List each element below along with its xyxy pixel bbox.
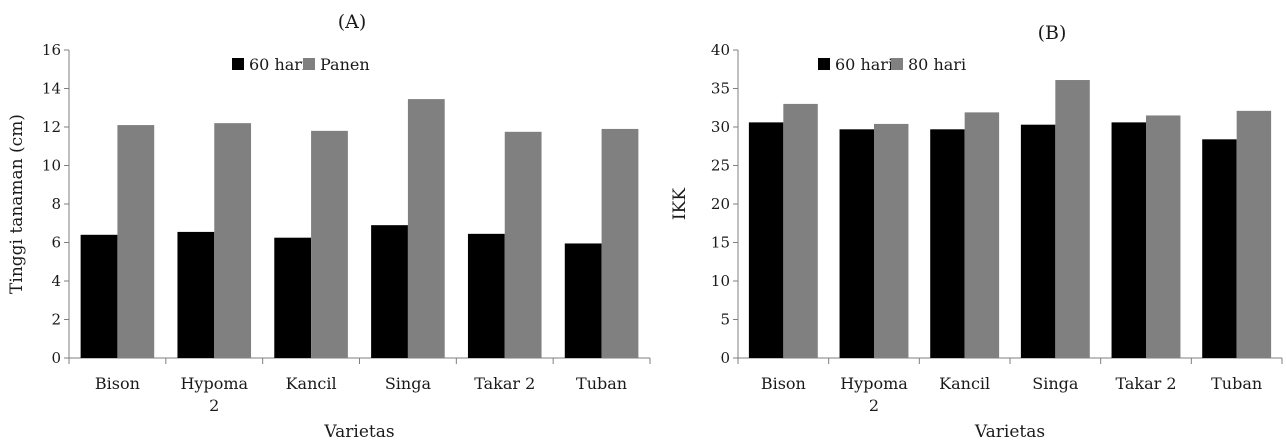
legend-swatch	[232, 58, 244, 70]
y-tick-label: 4	[51, 272, 61, 290]
y-tick-label: 10	[711, 272, 730, 290]
y-tick-label: 25	[711, 157, 730, 175]
x-tick-label: Tuban	[1211, 374, 1262, 393]
chart-1: (B) 0 5 10 15 20 25 30 35 40 Bison Hypoma 2 Kancil Sin…	[670, 22, 1283, 442]
legend-label: 60 hari	[249, 55, 307, 74]
y-tick-label: 0	[51, 349, 61, 367]
x-tick-label: Kancil	[939, 374, 990, 393]
x-tick-label: Takar 2	[474, 374, 535, 393]
y-tick-label: 2	[51, 311, 61, 329]
bar-series1	[80, 234, 118, 358]
y-tick-label: 20	[711, 195, 730, 213]
y-tick-label: 0	[720, 349, 730, 367]
legend-swatch	[303, 58, 315, 70]
y-tick-label: 30	[711, 118, 730, 136]
y-tick-label: 8	[51, 195, 61, 213]
y-tick-label: 15	[711, 234, 730, 252]
y-tick-label: 12	[42, 118, 61, 136]
bar-series2	[1236, 110, 1272, 358]
bar-series1	[467, 233, 505, 358]
bar-series1	[1202, 139, 1237, 358]
bar-series1	[564, 243, 602, 358]
legend-swatch	[818, 58, 830, 70]
bar-series1	[748, 122, 784, 358]
x-axis-title: Varietas	[974, 422, 1045, 442]
bar-series2	[117, 125, 155, 358]
y-axis-title: Tinggi tanaman (cm)	[7, 114, 27, 294]
x-tick-label: Singa	[1032, 374, 1079, 393]
y-tick-label: 6	[51, 234, 61, 252]
bar-series1	[1020, 124, 1056, 358]
y-tick-label: 40	[711, 41, 730, 59]
bar-series1	[274, 237, 312, 358]
bar-series1	[930, 129, 965, 358]
y-tick-label: 35	[711, 80, 730, 98]
bar-series1	[371, 225, 408, 358]
bar-series2	[874, 123, 909, 358]
bar-series2	[1146, 115, 1181, 358]
legend-label: Panen	[320, 55, 370, 74]
x-tick-label: Tuban	[576, 374, 627, 393]
x-tick-label: Bison	[761, 374, 806, 393]
bar-series2	[311, 130, 348, 358]
bar-series1	[1111, 122, 1146, 358]
chart-0: (A) 0 2 4 6 8 10 12 14 16 Bison Hypoma 2 Kancil Singa T…	[7, 11, 651, 442]
y-tick-label: 16	[42, 41, 61, 59]
legend-swatch	[891, 58, 903, 70]
bar-series2	[407, 99, 445, 359]
x-tick-label: Bison	[95, 374, 140, 393]
bar-series1	[839, 129, 874, 358]
x-tick-label: Takar 2	[1115, 374, 1176, 393]
legend: 60 hari Panen	[232, 55, 370, 74]
bar-series2	[214, 123, 252, 359]
y-tick-label: 10	[42, 157, 61, 175]
chart-title: (B)	[1038, 22, 1067, 44]
bar-series2	[783, 103, 818, 359]
y-axis-title: IKK	[670, 188, 690, 220]
legend: 60 hari 80 hari	[818, 55, 966, 74]
bar-series2	[504, 131, 542, 358]
bar-series2	[1055, 80, 1090, 358]
x-axis-title: Varietas	[323, 422, 394, 442]
bar-series2	[601, 128, 639, 358]
x-tick-label: Hypoma 2	[180, 374, 248, 415]
legend-label: 60 hari	[835, 55, 893, 74]
legend-label: 80 hari	[908, 55, 966, 74]
y-tick-label: 5	[720, 311, 730, 329]
chart-title: (A)	[338, 11, 367, 33]
x-tick-label: Kancil	[286, 374, 337, 393]
bar-series1	[177, 231, 215, 358]
x-tick-label: Hypoma 2	[840, 374, 908, 415]
bar-series2	[964, 112, 1000, 359]
y-tick-label: 14	[42, 80, 61, 98]
x-tick-label: Singa	[385, 374, 432, 393]
